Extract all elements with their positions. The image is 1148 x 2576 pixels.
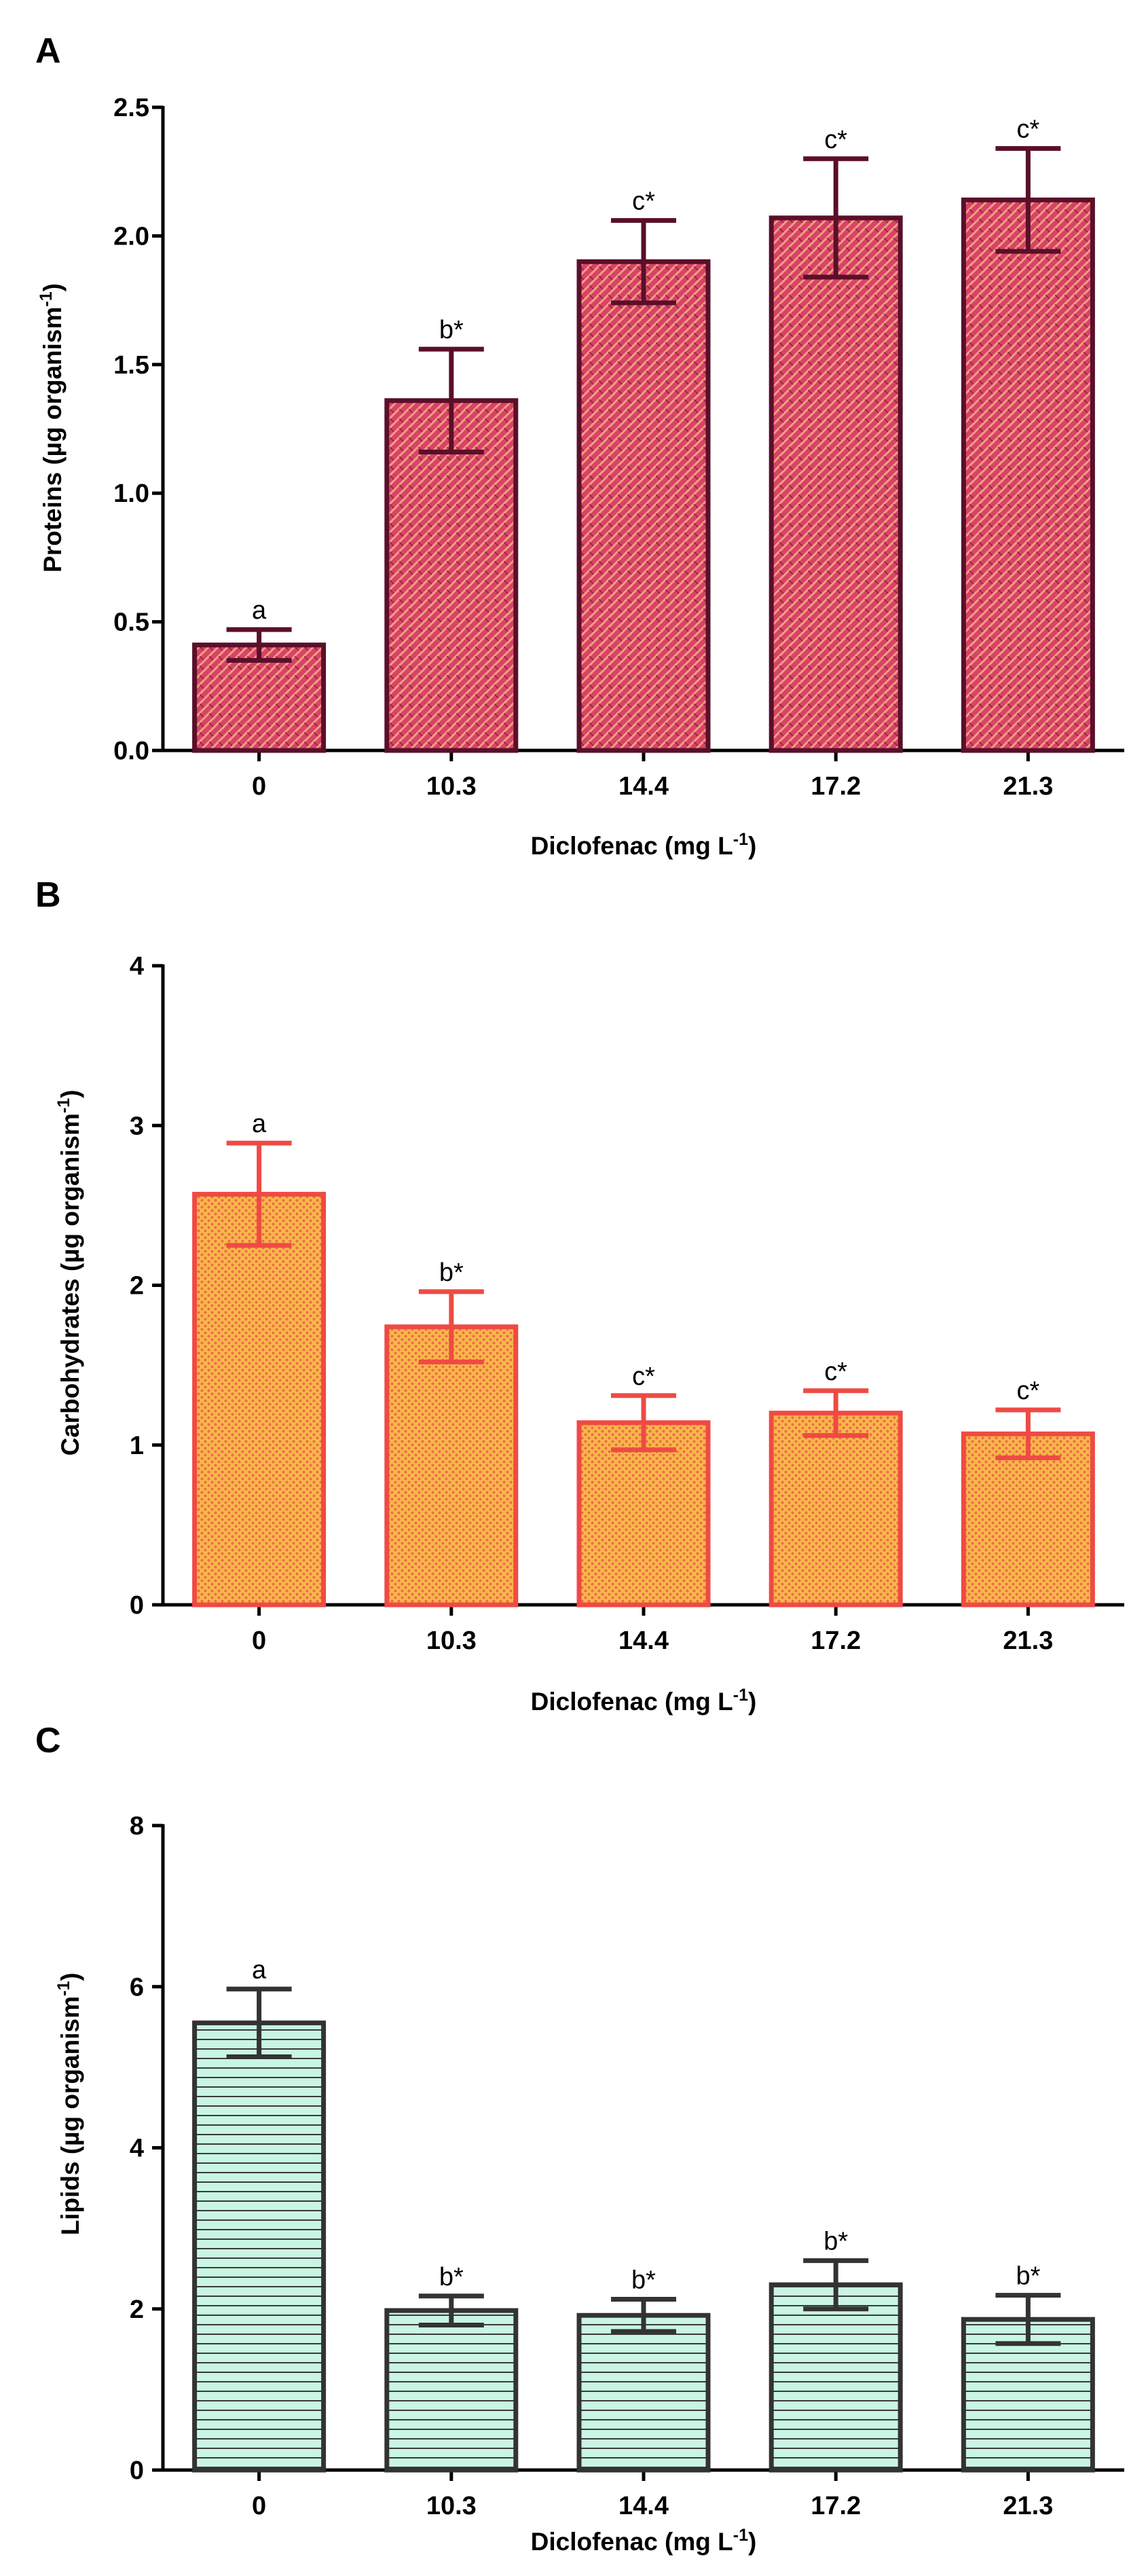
panel-b-bar — [769, 1411, 903, 1608]
panel-c-bar — [384, 2308, 519, 2473]
panel-c-y-tick-label: 4 — [130, 2135, 144, 2163]
panel-c-y-tick-label: 8 — [130, 1812, 144, 1840]
panel-a-bar — [961, 197, 1095, 753]
panel-b-significance-label: c* — [632, 1362, 655, 1391]
panel-c-bars: a b* b* b* b* — [192, 1956, 1095, 2473]
panel-c-bar — [192, 2020, 327, 2473]
panel-a-x-axis-label: Diclofenac (mg L-1) — [531, 830, 757, 860]
panel-c-label: C — [35, 1721, 61, 1760]
panel-c-significance-label: b* — [1016, 2262, 1040, 2291]
panel-b-bar — [192, 1191, 327, 1608]
panel-a-y-tick-label: 2.0 — [113, 222, 149, 251]
panel-c-x-tick-label: 17.2 — [811, 2492, 861, 2520]
panel-c-bar — [576, 2312, 711, 2473]
panel-b-significance-label: b* — [439, 1258, 464, 1287]
panel-a-x-tick-label: 21.3 — [1003, 772, 1053, 801]
panel-b-y-tick-label: 1 — [130, 1432, 144, 1460]
panel-c-significance-label: b* — [439, 2263, 464, 2291]
panel-a: A 0.0 0.5 1.0 1.5 2.0 2.5 0 10.3 14.4 17.2 21.3 a b… — [35, 31, 1124, 860]
panel-b-significance-label: c* — [824, 1358, 847, 1386]
panel-b-y-tick-label: 0 — [130, 1591, 144, 1620]
panel-a-x-tick-label: 0 — [252, 772, 266, 801]
panel-c-y-tick-label: 2 — [130, 2296, 144, 2324]
panel-c-significance-label: a — [252, 1956, 267, 1984]
panel-c-y-tick-label: 0 — [130, 2456, 144, 2485]
panel-c-bar — [769, 2282, 903, 2473]
panel-a-label: A — [35, 31, 61, 71]
panel-a-significance-label: c* — [824, 126, 847, 154]
panel-c-y-axis-label: Lipids (µg organism-1) — [54, 1973, 84, 2236]
panel-c: C 0 2 4 6 8 0 10.3 14.4 17.2 21.3 a b* b* b* b* Lipid… — [35, 1721, 1124, 2556]
panel-b-label: B — [35, 875, 61, 915]
panel-c-y-tick-label: 6 — [130, 1973, 144, 2001]
panel-c-x-tick-label: 14.4 — [618, 2492, 669, 2520]
panel-b: B 0 1 2 3 4 0 10.3 14.4 17.2 21.3 a b* c* c* c* Carbo… — [35, 875, 1124, 1716]
panel-a-x-tick-label: 10.3 — [426, 772, 477, 801]
panel-c-x-tick-label: 0 — [252, 2492, 266, 2520]
panel-b-x-tick-label: 17.2 — [811, 1627, 861, 1655]
panel-b-y-tick-label: 3 — [130, 1112, 144, 1140]
panel-a-significance-label: b* — [439, 316, 464, 344]
panel-c-axes: 0 2 4 6 8 0 10.3 14.4 17.2 21.3 — [130, 1812, 1124, 2520]
panel-b-y-tick-label: 2 — [130, 1272, 144, 1301]
panel-a-x-tick-label: 14.4 — [618, 772, 669, 801]
panel-b-x-axis-label: Diclofenac (mg L-1) — [531, 1686, 757, 1716]
panel-a-x-tick-label: 17.2 — [811, 772, 861, 801]
panel-a-y-tick-label: 0.5 — [113, 609, 149, 637]
panel-a-significance-label: c* — [632, 187, 655, 216]
panel-b-x-tick-label: 10.3 — [426, 1627, 477, 1655]
panel-b-significance-label: a — [252, 1110, 267, 1138]
panel-b-significance-label: c* — [1017, 1377, 1040, 1405]
panel-a-y-tick-label: 2.5 — [113, 94, 149, 122]
panel-b-bar — [384, 1324, 519, 1608]
panel-a-y-tick-label: 1.5 — [113, 351, 149, 380]
panel-b-y-axis-label: Carbohydrates (µg organism-1) — [54, 1089, 84, 1455]
panel-a-bar — [576, 259, 711, 753]
panel-b-y-tick-label: 4 — [130, 952, 144, 981]
panel-b-bars: a b* c* c* c* — [192, 1110, 1095, 1608]
panel-a-bars: a b* c* c* c* — [192, 115, 1095, 753]
panel-a-significance-label: c* — [1017, 115, 1040, 144]
panel-c-significance-label: b* — [823, 2228, 848, 2256]
panel-c-x-tick-label: 10.3 — [426, 2492, 477, 2520]
panel-a-y-tick-label: 0.0 — [113, 737, 149, 765]
panel-a-significance-label: a — [252, 596, 267, 625]
panel-a-bar — [384, 398, 519, 753]
panel-a-y-axis-label: Proteins (µg organism-1) — [37, 283, 67, 573]
panel-b-x-tick-label: 0 — [252, 1627, 266, 1655]
panel-c-x-tick-label: 21.3 — [1003, 2492, 1053, 2520]
panel-c-significance-label: b* — [631, 2266, 656, 2295]
panel-b-x-tick-label: 21.3 — [1003, 1627, 1053, 1655]
panel-c-x-axis-label: Diclofenac (mg L-1) — [531, 2526, 757, 2556]
panel-a-bar — [769, 215, 903, 753]
panel-a-y-tick-label: 1.0 — [113, 479, 149, 508]
panel-b-x-tick-label: 14.4 — [618, 1627, 669, 1655]
